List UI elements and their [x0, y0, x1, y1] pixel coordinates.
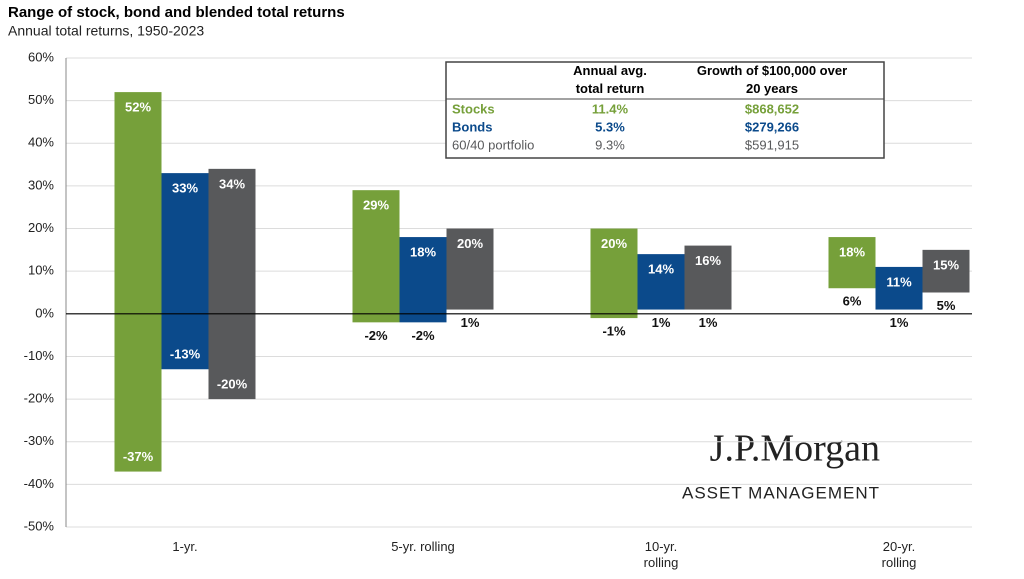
bar [161, 173, 209, 370]
y-tick-label: -50% [24, 518, 55, 533]
y-tick-label: 40% [28, 135, 54, 150]
table-cell: 5.3% [595, 119, 625, 134]
bar [208, 168, 256, 400]
value-label: 20% [601, 236, 627, 251]
value-label: -1% [602, 324, 626, 339]
value-label: 20% [457, 236, 483, 251]
table-cell: 11.4% [592, 101, 629, 116]
y-tick-label: 60% [28, 49, 54, 64]
value-label: 18% [839, 245, 865, 260]
x-tick-label: 10-yr. rolling [643, 539, 679, 570]
value-label: 52% [125, 100, 151, 115]
bar [590, 228, 638, 319]
chart-title: Range of stock, bond and blended total r… [8, 4, 345, 21]
y-tick-label: 30% [28, 177, 54, 192]
logo-name: J.P.Morgan [710, 428, 880, 470]
value-label: 14% [648, 262, 674, 277]
bar [828, 237, 876, 289]
value-label: 1% [890, 315, 909, 330]
table-cell: $591,915 [745, 137, 799, 152]
value-label: -20% [217, 377, 248, 392]
value-label: 1% [652, 315, 671, 330]
table-cell: $868,652 [745, 101, 799, 116]
bar [399, 237, 447, 323]
bar [637, 254, 685, 310]
value-label: -2% [364, 328, 388, 343]
chart-subtitle: Annual total returns, 1950-2023 [8, 23, 204, 39]
y-tick-label: 10% [28, 263, 54, 278]
value-label: 1% [699, 315, 718, 330]
legend-label: Stocks [452, 101, 495, 116]
y-tick-label: -10% [24, 348, 55, 363]
value-label: 16% [695, 253, 721, 268]
y-tick-label: -30% [24, 433, 55, 448]
value-label: 1% [461, 315, 480, 330]
bar [352, 190, 400, 323]
y-tick-label: -20% [24, 391, 55, 406]
logo-subtitle: ASSET MANAGEMENT [682, 483, 880, 502]
x-tick-label: 1-yr. [172, 539, 198, 554]
table-header: Annual avg. total return [573, 63, 647, 96]
table-cell: $279,266 [745, 119, 799, 134]
bar [684, 245, 732, 310]
value-label: 33% [172, 181, 198, 196]
x-tick-label: 20-yr. rolling [881, 539, 917, 570]
y-tick-label: -40% [24, 476, 55, 491]
value-label: 11% [886, 274, 912, 289]
value-label: 18% [410, 245, 436, 260]
value-label: 34% [219, 176, 245, 191]
table-header: Growth of $100,000 over 20 years [697, 63, 847, 96]
legend-label: 60/40 portfolio [452, 137, 534, 152]
bar [922, 249, 970, 293]
bar [114, 92, 162, 472]
table-cell: 9.3% [595, 137, 625, 152]
legend-label: Bonds [452, 119, 492, 134]
value-label: -13% [170, 347, 201, 362]
value-label: 5% [937, 298, 956, 313]
y-tick-label: 20% [28, 220, 54, 235]
y-tick-label: 50% [28, 92, 54, 107]
value-label: 29% [363, 198, 389, 213]
value-label: -37% [123, 449, 154, 464]
bars [114, 92, 970, 472]
bar [446, 228, 494, 310]
x-tick-label: 5-yr. rolling [391, 539, 455, 554]
bar [875, 266, 923, 310]
legend-table [445, 61, 885, 159]
value-label: 6% [843, 294, 862, 309]
y-tick-label: 0% [35, 305, 54, 320]
value-label: -2% [411, 328, 435, 343]
value-label: 15% [933, 257, 959, 272]
